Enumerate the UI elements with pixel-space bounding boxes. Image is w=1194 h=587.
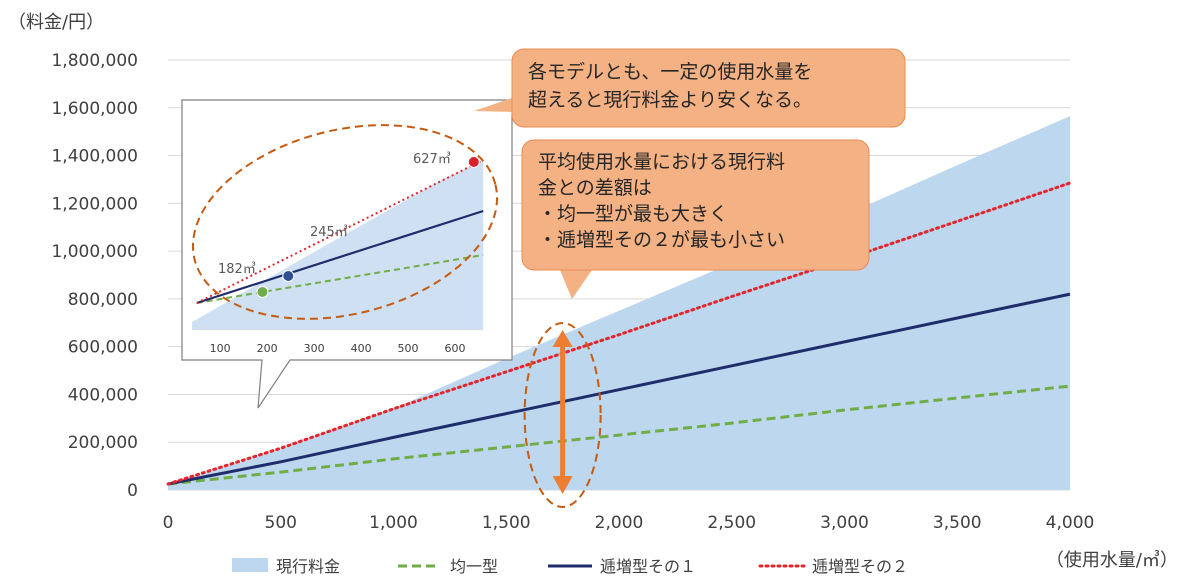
callout-box	[521, 139, 870, 271]
y-tick-label: 600,000	[68, 338, 138, 358]
callout-text-line: 平均使用水量における現行料	[538, 151, 785, 173]
legend-label: 現行料金	[276, 557, 340, 576]
series-line-逓増型その２	[166, 181, 1072, 486]
y-axis-title: （料金/円）	[8, 12, 104, 33]
difference-marker	[523, 322, 602, 508]
callout-text-line: ・逓増型その２が最も小さい	[538, 229, 785, 251]
inset-point	[256, 286, 269, 298]
legend-label: 逓増型その１	[600, 557, 696, 576]
series-area-現行料金	[168, 116, 1070, 490]
callout-text-line: ・均一型が最も大きく	[538, 203, 728, 225]
inset-line-progressive-1	[196, 209, 484, 305]
marker-arrow-head-up	[552, 330, 573, 347]
x-tick-label: 500	[265, 513, 297, 533]
y-tick-label: 800,000	[68, 290, 138, 310]
inset-x-tick-label: 500	[398, 342, 419, 355]
inset-ellipse	[191, 124, 499, 320]
callout-text-line: 超えると現行料金より安くなる。	[528, 89, 812, 111]
inset-x-tick-label: 100	[210, 342, 231, 355]
legend-item: 逓増型その２	[758, 557, 908, 576]
x-tick-label: 0	[163, 513, 174, 533]
legend-label: 均一型	[450, 557, 498, 576]
marker-ellipse	[523, 322, 602, 508]
y-tick-label: 1,200,000	[51, 194, 138, 214]
legend-swatch-area	[232, 558, 268, 572]
legend: 現行料金 均一型 逓増型その１ 逓増型その２	[232, 557, 908, 576]
y-tick-label: 0	[127, 481, 138, 501]
inset-x-tick-label: 200	[257, 342, 278, 355]
x-tick-label: 1,500	[482, 513, 531, 533]
marker-arrow-head-down	[552, 476, 573, 494]
y-tick-label: 400,000	[68, 385, 138, 405]
y-tick-label: 1,800,000	[51, 51, 138, 71]
series-line-均一型	[167, 384, 1071, 486]
legend-item: 現行料金	[232, 557, 340, 576]
x-tick-label: 3,500	[933, 513, 982, 533]
inset-line-uniform	[196, 254, 484, 304]
callout-text-line: 各モデルとも、一定の使用水量を	[528, 61, 812, 83]
x-tick-label: 1,000	[369, 513, 418, 533]
legend-item: 逓増型その１	[548, 557, 696, 576]
inset-point	[467, 156, 480, 168]
inset-line-progressive-2	[196, 159, 484, 304]
y-tick-label: 1,400,000	[51, 147, 138, 167]
inset-point-label: 182㎥	[218, 262, 256, 277]
inset-x-tick-label: 400	[351, 342, 372, 355]
y-tick-label: 1,600,000	[51, 99, 138, 119]
x-tick-labels: 0 500 1,000 1,500 2,000 2,500 3,000 3,500 4,000	[163, 513, 1095, 533]
callout-text-line: 金との差額は	[538, 177, 652, 199]
inset-point	[282, 270, 295, 282]
inset-x-tick-label: 300	[304, 342, 325, 355]
callout-tail	[474, 98, 512, 112]
y-tick-label: 200,000	[68, 433, 138, 453]
callouts: 各モデルとも、一定の使用水量を超えると現行料金より安くなる。平均使用水量における…	[474, 48, 906, 299]
callout-box	[511, 48, 906, 128]
x-axis-title: （使用水量/㎥）	[1046, 550, 1178, 571]
series-line-逓増型その１	[167, 292, 1071, 486]
legend-item: 均一型	[398, 557, 498, 576]
x-tick-label: 2,500	[707, 513, 756, 533]
series-layer	[166, 116, 1072, 490]
inset-zoom-panel: 100 200 300 400 500 600 182㎥ 245㎥ 627㎥	[181, 99, 513, 409]
callout-tail	[560, 270, 592, 299]
callout-2: 平均使用水量における現行料金との差額は・均一型が最も大きく・逓増型その２が最も小…	[521, 139, 870, 299]
x-tick-label: 2,000	[595, 513, 644, 533]
y-tick-label: 1,000,000	[51, 242, 138, 262]
x-tick-label: 3,000	[820, 513, 869, 533]
inset-point-label: 627㎥	[413, 152, 451, 167]
legend-label: 逓増型その２	[812, 557, 908, 576]
inset-x-tick-label: 600	[445, 342, 466, 355]
y-tick-labels: 0 200,000 400,000 600,000 800,000 1,000,000 1,…	[51, 51, 138, 501]
x-tick-label: 4,000	[1046, 513, 1095, 533]
inset-point-label: 245㎥	[310, 225, 348, 240]
